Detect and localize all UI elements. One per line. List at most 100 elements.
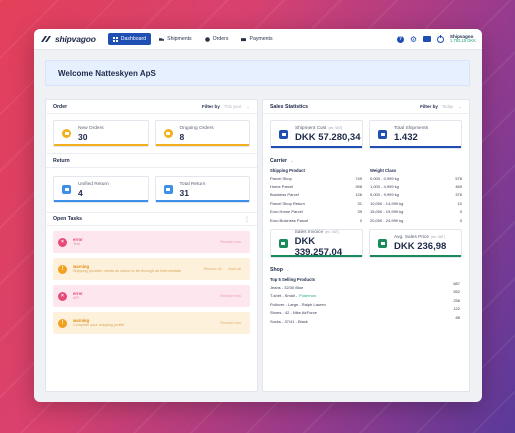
unified-return-value: 4 xyxy=(78,187,83,198)
table-row: Parcel Shop 749 xyxy=(270,174,362,182)
row-value: 39 xyxy=(357,209,362,215)
nav-shipments[interactable]: Shipments xyxy=(154,33,197,45)
list-item: Jeans - 32/30 Blue xyxy=(270,283,462,291)
table-row: 10,000 - 14,999 kg 10 xyxy=(370,199,462,207)
brand-logo[interactable]: shipvagoo xyxy=(40,34,96,44)
main-nav: Dashboard Shipments Orders Payments xyxy=(107,33,278,45)
orders-icon xyxy=(204,36,210,42)
total-return-label: Total Return xyxy=(179,181,206,187)
ongoing-orders-label: Ongoing Orders xyxy=(179,125,214,131)
product-name: Socks - 37/41 - Black xyxy=(270,318,308,324)
chevron-down-icon: ⌄ xyxy=(458,103,462,109)
top-products-list: Jeans - 32/30 Blue T-shirt - Small - Poke… xyxy=(263,281,469,325)
right-panel: Sales Statistics Filter by Today ⌄ Shipm… xyxy=(262,99,470,392)
shipment-cost-value: DKK 57.280,34 xyxy=(295,132,361,143)
row-value: 578 xyxy=(455,175,462,181)
carrier-tables: Shipping Product Parcel Shop 749 Home Par… xyxy=(263,166,469,224)
nav-payments[interactable]: Payments xyxy=(236,33,277,45)
sales-filter: Filter by Today ⌄ xyxy=(420,104,462,110)
mark-all-button[interactable]: Mark all xyxy=(228,267,241,271)
nav-payments-label: Payments xyxy=(249,36,273,42)
avg-sales-price-value: DKK 236,98 xyxy=(394,241,447,253)
truck-icon xyxy=(159,37,165,41)
shop-title: Shop xyxy=(270,266,283,273)
total-shipments-value: 1.432 xyxy=(394,132,418,143)
table-row: 0,000 - 0,999 kg 578 xyxy=(370,174,462,182)
nav-orders[interactable]: Orders xyxy=(200,33,234,45)
order-filter-select[interactable]: This year ⌄ xyxy=(224,104,250,110)
task-message: API xyxy=(73,296,80,301)
product-count: 687 xyxy=(453,281,460,287)
help-icon[interactable]: ? xyxy=(396,35,404,43)
list-item: Shoes - 42 - Nike AirForce xyxy=(270,309,462,317)
total-return-icon xyxy=(163,185,173,194)
app-window: shipvagoo Dashboard Shipments Orders Pay… xyxy=(34,29,482,402)
product-tag: Pokemon xyxy=(299,293,317,299)
gear-icon[interactable]: ⚙ xyxy=(409,34,418,44)
row-label: Business Parcel xyxy=(270,192,299,198)
task-item: ! warning Complete your shipping profile… xyxy=(53,312,250,334)
weight-class-table: Weight Class 0,000 - 0,999 kg 578 1,000 -… xyxy=(370,166,462,224)
ongoing-orders-card[interactable]: Ongoing Orders 8 xyxy=(154,120,250,147)
task-type: warning xyxy=(73,318,90,323)
row-label: 5,000 - 9,999 kg xyxy=(370,192,399,198)
row-label: 1,000 - 4,999 kg xyxy=(370,184,399,190)
vat-note: (ex. VAT) xyxy=(431,235,445,240)
unified-return-icon xyxy=(62,185,71,194)
weight-class-head: Weight Class xyxy=(370,167,397,173)
wallet-icon[interactable] xyxy=(422,36,431,42)
total-shipments-label: Total Shipments xyxy=(394,126,429,131)
table-row: 1,000 - 4,999 kg 469 xyxy=(370,182,462,190)
ongoing-orders-icon xyxy=(163,129,173,138)
row-value: 0 xyxy=(459,217,462,223)
card-accent-bar xyxy=(155,144,249,146)
card-accent-bar xyxy=(54,200,148,202)
nav-shipments-label: Shipments xyxy=(167,36,192,42)
account-name: Shipvagoo xyxy=(449,34,474,40)
row-label: 10,000 - 14,999 kg xyxy=(370,200,404,206)
return-title: Return xyxy=(53,157,70,164)
avg-sales-price-icon xyxy=(378,239,387,249)
resolve-button[interactable]: Resolve now xyxy=(220,240,241,244)
card-icon xyxy=(241,37,247,41)
shipment-cost-card[interactable]: Shipment Cost (ex. VAT) DKK 57.280,34 xyxy=(270,120,363,149)
row-label: Parcel Shop xyxy=(270,175,292,181)
avg-sales-price-card[interactable]: Avg. Sales Price (ex. VAT) DKK 236,98 xyxy=(369,229,462,259)
carrier-header[interactable]: Carrier ⌄ xyxy=(263,155,469,166)
shop-header[interactable]: Shop ⌄ xyxy=(263,264,469,275)
total-return-value: 31 xyxy=(179,187,189,198)
new-orders-card[interactable]: New Orders 30 xyxy=(53,120,149,147)
sales-invoice-icon xyxy=(279,239,288,249)
nav-dashboard[interactable]: Dashboard xyxy=(107,33,152,45)
row-value: 398 xyxy=(355,184,362,190)
row-label: Home Parcel xyxy=(270,184,294,190)
resolve-all-button[interactable]: Resolve all xyxy=(203,267,222,271)
list-item: T-shirt - Small - Pokemon xyxy=(270,292,462,300)
card-accent-bar xyxy=(155,200,249,202)
product-counts: 687 552 256 122 85 xyxy=(453,279,460,321)
list-item: Pullover - Large - Ralph Lauren xyxy=(270,300,462,308)
more-options-icon[interactable]: ⋮ xyxy=(244,216,250,223)
unified-return-card[interactable]: Unified Return 4 xyxy=(53,176,149,203)
order-stats: New Orders 30 Ongoing Orders 8 xyxy=(46,114,257,153)
left-panel: Order Filter by This year ⌄ New Orders 3… xyxy=(45,99,258,392)
total-shipments-card[interactable]: Total Shipments 1.432 xyxy=(369,120,462,149)
account-info[interactable]: Shipvagoo 1.782,15 DKK xyxy=(450,34,476,44)
shipment-cost-icon xyxy=(279,130,288,139)
row-label: 15,000 - 19,999 kg xyxy=(370,209,404,215)
table-row: Home Parcel 398 xyxy=(270,182,362,190)
sales-invoice-value: DKK 339.257,04 xyxy=(294,235,343,258)
total-return-card[interactable]: Total Return 31 xyxy=(154,176,250,203)
resolve-button[interactable]: Resolve now xyxy=(220,294,241,298)
row-value: 10 xyxy=(457,200,462,206)
sales-invoice-card[interactable]: Sales Invoice (ex. VAT) DKK 339.257,04 xyxy=(270,229,363,259)
product-count: 552 xyxy=(453,289,460,295)
sales-filter-select[interactable]: Today ⌄ xyxy=(442,104,462,110)
row-label: Euro Home Parcel xyxy=(270,209,303,215)
chevron-down-icon: ⌄ xyxy=(290,157,294,163)
card-accent-bar xyxy=(370,255,461,258)
open-tasks-header: Open Tasks ⋮ xyxy=(46,212,257,226)
resolve-button[interactable]: Resolve now xyxy=(220,321,241,325)
logout-icon[interactable] xyxy=(436,35,444,43)
row-label: 20,000 - 24,999 kg xyxy=(370,217,404,223)
